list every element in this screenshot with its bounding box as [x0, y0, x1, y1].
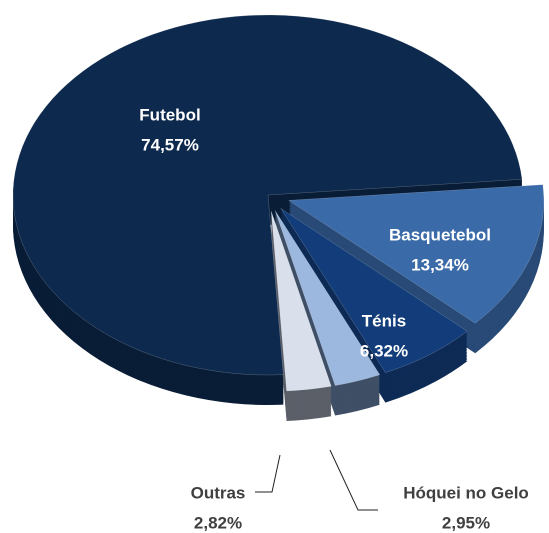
category-label: Basquetebol	[389, 225, 491, 244]
category-label: Hóquei no Gelo	[403, 483, 529, 502]
value-label: 2,82%	[194, 513, 242, 532]
slice	[274, 210, 381, 386]
slice	[12, 14, 523, 376]
category-label: Futebol	[139, 105, 200, 124]
slice	[271, 211, 332, 392]
value-label: 6,32%	[360, 341, 408, 360]
category-label: Ténis	[362, 311, 406, 330]
value-label: 13,34%	[411, 255, 469, 274]
leader-line	[329, 449, 378, 511]
leader-line	[255, 454, 281, 493]
slice	[280, 208, 468, 373]
slice	[288, 184, 545, 324]
value-label: 74,57%	[141, 135, 199, 154]
value-label: 2,95%	[442, 513, 490, 532]
category-label: Outras	[191, 483, 246, 502]
pie	[12, 14, 545, 421]
